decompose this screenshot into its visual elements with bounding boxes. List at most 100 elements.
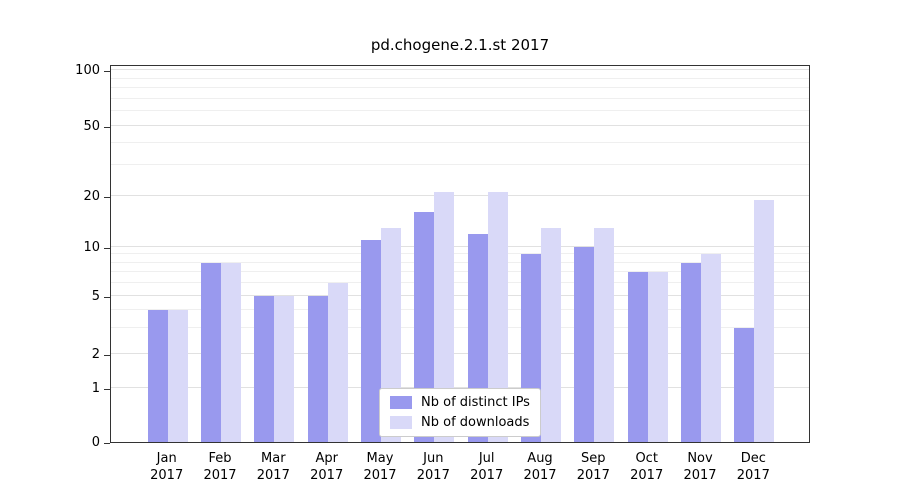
gridline — [111, 309, 809, 311]
y-tick-label: 10 — [83, 240, 100, 255]
bar-distinct-ips-jun — [414, 212, 435, 442]
x-tick-year: 2017 — [630, 468, 664, 483]
x-tick-year: 2017 — [736, 468, 770, 483]
legend-swatch-downloads — [390, 416, 412, 429]
y-tick-label: 1 — [91, 380, 100, 396]
x-tick-month: Aug — [527, 451, 553, 466]
x-tick-year: 2017 — [363, 468, 397, 483]
x-tick-label: Apr 2017 — [287, 450, 367, 484]
gridline — [111, 271, 809, 273]
x-tick-label: Mar 2017 — [233, 450, 313, 484]
chart-title: pd.chogene.2.1.st 2017 — [370, 36, 550, 54]
x-tick-label: Nov 2017 — [660, 450, 740, 484]
y-tick-mark — [104, 443, 110, 444]
y-tick-label: 0 — [91, 435, 100, 450]
x-tick-year: 2017 — [310, 468, 344, 483]
y-tick-mark — [104, 354, 110, 356]
gridline — [111, 125, 809, 126]
x-tick-label: Jun 2017 — [393, 450, 473, 484]
x-tick-year: 2017 — [416, 468, 450, 483]
bar-distinct-ips-nov — [681, 262, 701, 442]
legend-item-distinct-ips: Nb of distinct IPs — [390, 395, 530, 410]
gridline — [111, 327, 809, 329]
bar-downloads-sep — [594, 227, 615, 442]
legend-label-downloads: Nb of downloads — [421, 415, 530, 430]
bar-downloads-jan — [167, 310, 188, 442]
bar-downloads-jun — [434, 192, 455, 442]
legend-swatch-distinct-ips — [390, 396, 412, 409]
y-axis: 0 1 2 5 10 20 50 100 — [0, 0, 100, 500]
legend-item-downloads: Nb of downloads — [390, 415, 530, 430]
x-tick-year: 2017 — [576, 468, 610, 483]
bar-downloads-aug — [541, 227, 561, 442]
gridline — [111, 69, 809, 70]
plot-area: Nb of distinct IPs Nb of downloads — [110, 65, 810, 443]
bar-downloads-apr — [327, 283, 348, 442]
x-tick-label: Sep 2017 — [553, 450, 633, 484]
x-tick-year: 2017 — [683, 468, 717, 483]
gridline — [111, 87, 809, 89]
y-tick-mark — [104, 196, 110, 198]
bar-downloads-feb — [221, 262, 241, 442]
x-tick-month: May — [366, 451, 394, 466]
bar-distinct-ips-may — [361, 239, 381, 442]
bar-distinct-ips-mar — [254, 296, 275, 442]
x-tick-month: Oct — [635, 451, 658, 466]
gridline — [111, 110, 809, 112]
bar-distinct-ips-feb — [201, 262, 221, 442]
y-tick-label: 50 — [83, 119, 100, 134]
x-tick-label: May 2017 — [340, 450, 420, 484]
bar-downloads-oct — [647, 272, 668, 442]
x-tick-label: Feb 2017 — [180, 450, 260, 484]
x-tick-month: Sep — [581, 451, 606, 466]
gridline — [111, 295, 809, 297]
x-axis: Jan 2017 Feb 2017 Mar 2017 Apr 2017 May 2017 Jun 20… — [0, 450, 900, 490]
y-tick-label: 2 — [91, 346, 100, 362]
bar-downloads-dec — [754, 199, 775, 442]
x-tick-month: Jul — [478, 451, 495, 466]
legend-label-distinct-ips: Nb of distinct IPs — [421, 395, 530, 410]
y-tick-mark — [104, 248, 110, 249]
x-tick-month: Apr — [315, 451, 338, 466]
gridline — [111, 164, 809, 165]
x-tick-month: Dec — [740, 451, 766, 466]
gridline — [111, 194, 809, 196]
gridline — [111, 282, 809, 284]
gridline — [111, 246, 809, 247]
bar-downloads-mar — [274, 296, 295, 442]
x-tick-label: Aug 2017 — [500, 450, 580, 484]
x-tick-year: 2017 — [256, 468, 290, 483]
x-tick-month: Mar — [261, 451, 286, 466]
y-tick-mark — [104, 388, 110, 390]
x-tick-month: Nov — [687, 451, 713, 466]
gridline — [111, 77, 809, 79]
x-tick-year: 2017 — [470, 468, 504, 483]
y-tick-label: 100 — [75, 63, 100, 78]
x-tick-month: Feb — [208, 451, 232, 466]
x-tick-month: Jun — [423, 451, 444, 466]
x-tick-year: 2017 — [523, 468, 557, 483]
y-tick-mark — [104, 297, 110, 299]
y-tick-label: 20 — [83, 188, 100, 204]
y-tick-label: 5 — [91, 289, 100, 305]
bar-distinct-ips-sep — [574, 247, 595, 442]
gridline — [111, 352, 809, 354]
x-tick-year: 2017 — [203, 468, 237, 483]
x-tick-month: Jan — [156, 451, 177, 466]
bar-distinct-ips-apr — [307, 296, 328, 442]
x-tick-year: 2017 — [150, 468, 184, 483]
gridline — [111, 142, 809, 143]
gridline — [111, 261, 809, 263]
bar-downloads-nov — [701, 254, 721, 442]
x-tick-label: Dec 2017 — [713, 450, 793, 484]
gridline — [111, 253, 809, 255]
y-tick-mark — [104, 127, 110, 128]
bar-distinct-ips-dec — [734, 328, 755, 442]
legend: Nb of distinct IPs Nb of downloads — [379, 388, 541, 437]
bar-downloads-jul — [487, 192, 508, 442]
x-tick-label: Jan 2017 — [127, 450, 207, 484]
gridline — [111, 386, 809, 388]
x-tick-label: Oct 2017 — [607, 450, 687, 484]
y-tick-mark — [104, 71, 110, 72]
